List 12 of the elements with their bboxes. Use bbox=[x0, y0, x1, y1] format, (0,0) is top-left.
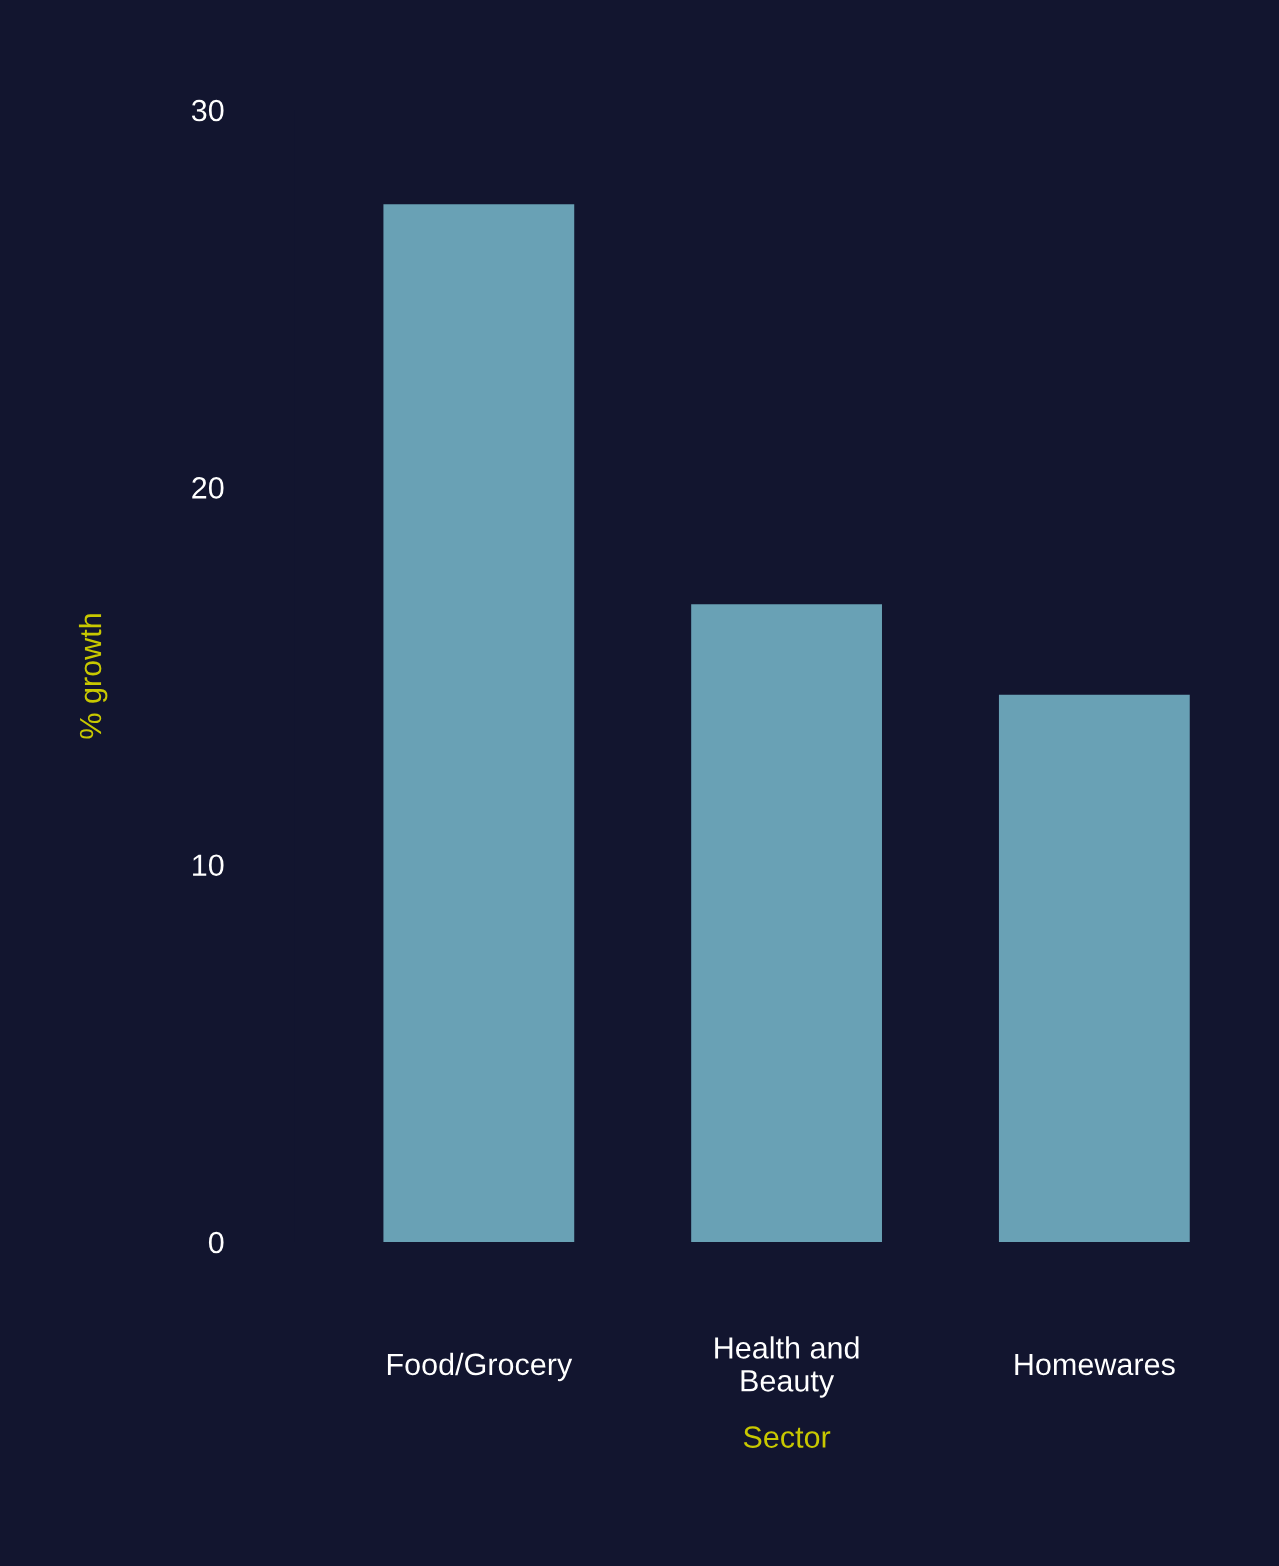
bar bbox=[691, 604, 882, 1242]
y-tick-label: 20 bbox=[192, 477, 224, 499]
x-axis-title: Sector bbox=[743, 1426, 831, 1448]
x-tick-label: Health and Beauty bbox=[715, 1336, 859, 1398]
x-tick-label: Food/Grocery bbox=[387, 1352, 573, 1382]
bar bbox=[998, 694, 1190, 1242]
y-tick-label: 30 bbox=[191, 99, 224, 122]
y-tick-label: 0 bbox=[208, 1231, 224, 1254]
x-tick-label: Homewares bbox=[1015, 1353, 1175, 1376]
y-axis-title: % growth bbox=[78, 614, 108, 739]
y-tick-label: 10 bbox=[193, 854, 224, 877]
bar bbox=[383, 204, 575, 1242]
